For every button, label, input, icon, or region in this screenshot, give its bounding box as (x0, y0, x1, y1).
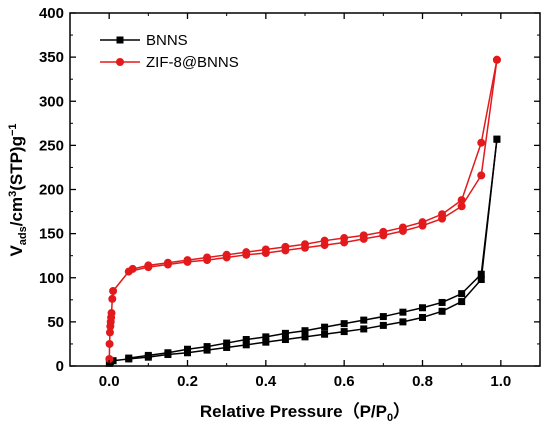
data-point-bnns-adsorption (203, 346, 211, 354)
y-axis-label: Vads/cm3(STP)g−1 (7, 123, 29, 256)
y-tick-label: 50 (47, 314, 64, 331)
data-point-bnns-desorption (262, 333, 270, 341)
x-tick-label: 0.6 (334, 373, 355, 390)
plot-frame (69, 12, 541, 367)
y-tick-label: 250 (39, 137, 64, 154)
data-point-bnns-desorption (301, 327, 309, 335)
y-tick-label: 400 (39, 5, 64, 22)
data-point-zif-8-bnns-desorption (301, 240, 309, 249)
data-point-zif-8-bnns-desorption (163, 258, 172, 267)
data-point-bnns-adsorption (109, 357, 117, 365)
x-tick-label: 1.0 (490, 373, 511, 390)
y-tick-label: 0 (56, 358, 64, 375)
data-point-bnns-adsorption (301, 333, 309, 341)
x-tick-label: 0.2 (177, 373, 198, 390)
data-point-bnns-desorption (493, 135, 501, 143)
data-point-zif-8-bnns-desorption (261, 245, 270, 254)
data-point-zif-8-bnns-desorption (281, 242, 290, 251)
series-line-bnns-desorption (128, 139, 498, 359)
y-axis-label-superscript-3: 3 (7, 191, 19, 197)
data-point-bnns-adsorption (184, 349, 191, 357)
data-point-bnns-desorption (184, 345, 191, 353)
data-point-zif-8-bnns-desorption (398, 223, 407, 232)
data-point-zif-8-bnns-adsorption (109, 286, 118, 295)
y-tick-label: 300 (39, 93, 64, 110)
data-point-bnns-desorption (360, 316, 368, 324)
data-point-bnns-adsorption (438, 307, 446, 315)
data-point-bnns-adsorption (262, 338, 270, 346)
data-point-zif-8-bnns-desorption (457, 196, 466, 205)
data-point-zif-8-bnns-adsorption (105, 328, 114, 337)
data-point-bnns-desorption (438, 298, 446, 306)
y-axis-label-superscript-neg1: −1 (7, 123, 19, 136)
y-tick-label: 150 (39, 226, 64, 243)
data-point-bnns-adsorption (419, 313, 426, 321)
data-point-zif-8-bnns-desorption (320, 236, 329, 245)
data-point-zif-8-bnns-adsorption (107, 309, 116, 318)
data-point-bnns-adsorption (340, 328, 348, 336)
data-point-zif-8-bnns-desorption (492, 55, 501, 64)
data-point-bnns-adsorption (321, 330, 329, 338)
data-point-zif-8-bnns-desorption (379, 227, 388, 236)
data-point-bnns-adsorption (223, 343, 231, 351)
data-point-zif-8-bnns-desorption (359, 231, 368, 240)
data-point-zif-8-bnns-desorption (438, 210, 447, 219)
data-point-bnns-desorption (379, 313, 387, 321)
x-tick-label: 0.8 (412, 373, 433, 390)
data-point-zif-8-bnns-desorption (242, 248, 251, 257)
data-point-bnns-desorption (203, 343, 211, 351)
data-point-bnns-desorption (281, 329, 289, 337)
data-point-bnns-adsorption (360, 325, 368, 333)
legend-label-zif8: ZIF-8@BNNS (146, 54, 239, 71)
plot-layer (105, 55, 501, 367)
axes-layer: 0.0 0.2 0.4 0.6 0.8 1.0 0 50 100 150 200 250 300 350 4… (39, 5, 541, 390)
data-point-bnns-adsorption (379, 321, 387, 329)
data-point-bnns-desorption (223, 339, 231, 347)
data-point-zif-8-bnns-adsorption (105, 354, 114, 363)
data-point-bnns-desorption (164, 349, 172, 357)
data-point-bnns-adsorption (281, 336, 289, 344)
x-axis-label-subscript: 0 (387, 412, 393, 424)
data-point-zif-8-bnns-desorption (144, 261, 153, 270)
data-point-bnns-desorption (340, 320, 348, 328)
data-point-bnns-adsorption (458, 298, 466, 306)
legend-marker-bnns (116, 36, 124, 44)
legend: BNNS ZIF-8@BNNS (100, 32, 239, 71)
data-point-zif-8-bnns-desorption (183, 256, 192, 265)
data-point-bnns-adsorption (242, 341, 250, 349)
data-point-bnns-desorption (144, 351, 152, 359)
x-tick-label: 0.4 (255, 373, 277, 390)
data-point-zif-8-bnns-adsorption (105, 339, 114, 348)
data-point-bnns-desorption (242, 336, 250, 344)
data-point-bnns-desorption (419, 304, 426, 312)
legend-label-bnns: BNNS (146, 32, 188, 49)
y-tick-label: 200 (39, 182, 64, 199)
data-point-bnns-desorption (321, 323, 329, 331)
data-point-zif-8-bnns-adsorption (108, 294, 117, 303)
data-point-zif-8-bnns-desorption (477, 138, 486, 147)
data-point-zif-8-bnns-desorption (418, 218, 427, 227)
x-tick-label: 0.0 (99, 373, 120, 390)
data-point-bnns-desorption (458, 290, 466, 298)
data-point-bnns-desorption (125, 354, 133, 362)
data-point-bnns-desorption (399, 308, 407, 316)
data-point-zif-8-bnns-desorption (222, 250, 231, 259)
data-point-zif-8-bnns-desorption (128, 264, 137, 273)
data-point-bnns-desorption (477, 270, 485, 278)
data-point-bnns-adsorption (477, 276, 485, 284)
data-point-bnns-adsorption (399, 318, 407, 326)
x-axis-label: Relative Pressure（P/P0） (200, 401, 410, 424)
y-tick-label: 350 (39, 49, 64, 66)
legend-marker-zif8 (116, 58, 124, 66)
y-axis-label-subscript: ads (17, 226, 29, 245)
data-point-zif-8-bnns-adsorption (457, 202, 466, 211)
data-point-zif-8-bnns-desorption (203, 253, 212, 262)
y-tick-label: 100 (39, 270, 64, 287)
data-point-zif-8-bnns-adsorption (477, 171, 486, 180)
data-point-zif-8-bnns-desorption (340, 234, 349, 243)
series-line-zif-8-bnns-desorption (132, 59, 498, 270)
